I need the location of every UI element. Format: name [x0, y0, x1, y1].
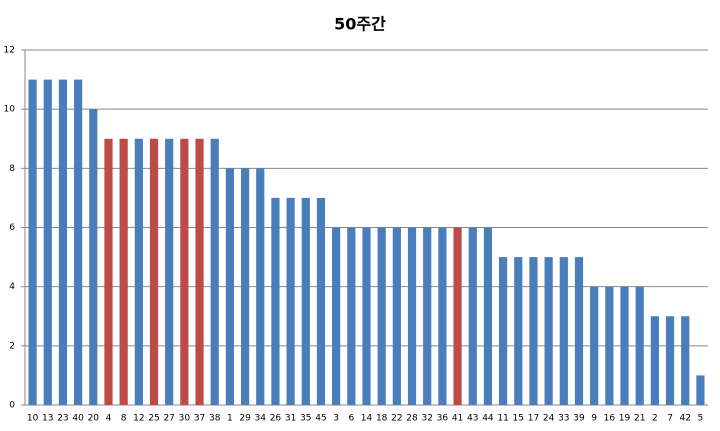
bar: [574, 257, 584, 405]
bar: [180, 138, 189, 405]
bar: [362, 227, 371, 405]
bar: [104, 138, 113, 405]
x-tick-label: 3: [333, 414, 339, 424]
bar: [301, 197, 310, 405]
bar: [483, 227, 493, 405]
bar: [134, 138, 143, 405]
x-tick-label: 2: [652, 414, 658, 424]
bar: [195, 138, 204, 405]
x-tick-label: 13: [42, 414, 53, 424]
x-tick-label: 4: [106, 414, 112, 424]
bar: [271, 197, 280, 405]
x-tick-label: 15: [513, 414, 524, 424]
x-tick-label: 43: [467, 414, 478, 424]
bar: [407, 227, 417, 405]
bar: [605, 286, 614, 405]
x-tick-label: 39: [573, 414, 585, 424]
y-tick-label: 0: [9, 401, 15, 411]
y-tick-label: 6: [9, 223, 15, 233]
bar: [650, 316, 659, 405]
bar: [665, 316, 675, 405]
x-tick-label: 5: [698, 414, 704, 424]
y-tick-label: 8: [9, 164, 15, 174]
bar: [681, 316, 690, 405]
x-tick-label: 19: [619, 414, 631, 424]
x-tick-label: 21: [634, 414, 645, 424]
x-tick-label: 28: [406, 414, 418, 424]
bar: [468, 227, 477, 405]
x-tick-label: 6: [348, 414, 354, 424]
x-tick-label: 17: [528, 414, 539, 424]
bar: [210, 138, 219, 405]
x-tick-label: 26: [270, 414, 282, 424]
y-tick-label: 4: [9, 282, 15, 292]
x-tick-label: 27: [163, 414, 174, 424]
bar: [377, 227, 386, 405]
x-tick-label: 25: [148, 414, 159, 424]
x-tick-label: 30: [179, 414, 191, 424]
x-tick-label: 31: [285, 414, 296, 424]
x-tick-label: 20: [88, 414, 100, 424]
x-tick-label: 44: [482, 414, 494, 424]
bar: [544, 257, 553, 405]
x-tick-label: 7: [667, 414, 673, 424]
bar: [149, 138, 159, 405]
bar: [89, 109, 98, 406]
x-tick-label: 29: [239, 414, 251, 424]
x-tick-label: 40: [72, 414, 84, 424]
x-tick-label: 32: [421, 414, 432, 424]
bar: [286, 197, 295, 405]
x-tick-label: 11: [497, 414, 508, 424]
x-tick-label: 33: [558, 414, 569, 424]
bar: [696, 375, 705, 405]
bar: [240, 168, 250, 405]
x-tick-label: 36: [437, 414, 449, 424]
x-tick-label: 41: [452, 414, 463, 424]
bar: [165, 138, 174, 405]
bar: [499, 257, 508, 405]
chart-title: 50주간: [334, 15, 386, 34]
x-tick-label: 24: [543, 414, 555, 424]
x-tick-label: 23: [57, 414, 68, 424]
bar: [316, 197, 326, 405]
x-tick-label: 38: [209, 414, 221, 424]
x-tick-label: 14: [361, 414, 373, 424]
y-tick-label: 12: [4, 46, 15, 56]
x-tick-label: 42: [680, 414, 691, 424]
bar: [347, 227, 356, 405]
bar: [225, 168, 234, 405]
y-tick-label: 10: [4, 105, 16, 115]
x-tick-label: 10: [27, 414, 39, 424]
bar: [438, 227, 447, 405]
x-tick-label: 9: [591, 414, 597, 424]
x-tick-label: 12: [133, 414, 144, 424]
bar: [559, 257, 568, 405]
x-tick-label: 8: [121, 414, 127, 424]
x-tick-label: 18: [376, 414, 388, 424]
x-tick-label: 35: [300, 414, 311, 424]
x-tick-label: 1: [227, 414, 233, 424]
bar: [43, 79, 52, 405]
bar: [590, 286, 599, 405]
x-tick-label: 16: [604, 414, 616, 424]
bar: [529, 257, 538, 405]
x-tick-label: 37: [194, 414, 205, 424]
y-tick-label: 2: [9, 341, 15, 351]
bar: [119, 138, 128, 405]
bar: [514, 257, 523, 405]
x-tick-label: 34: [255, 414, 267, 424]
bar: [58, 79, 68, 405]
bar: [28, 79, 37, 405]
bar: [74, 79, 83, 405]
bar: [635, 286, 644, 405]
bar: [332, 227, 341, 405]
bar: [256, 168, 265, 405]
x-tick-label: 22: [391, 414, 402, 424]
bar: [453, 227, 462, 405]
x-tick-label: 45: [315, 414, 326, 424]
bar: [620, 286, 629, 405]
bar: [392, 227, 401, 405]
bar: [423, 227, 432, 405]
